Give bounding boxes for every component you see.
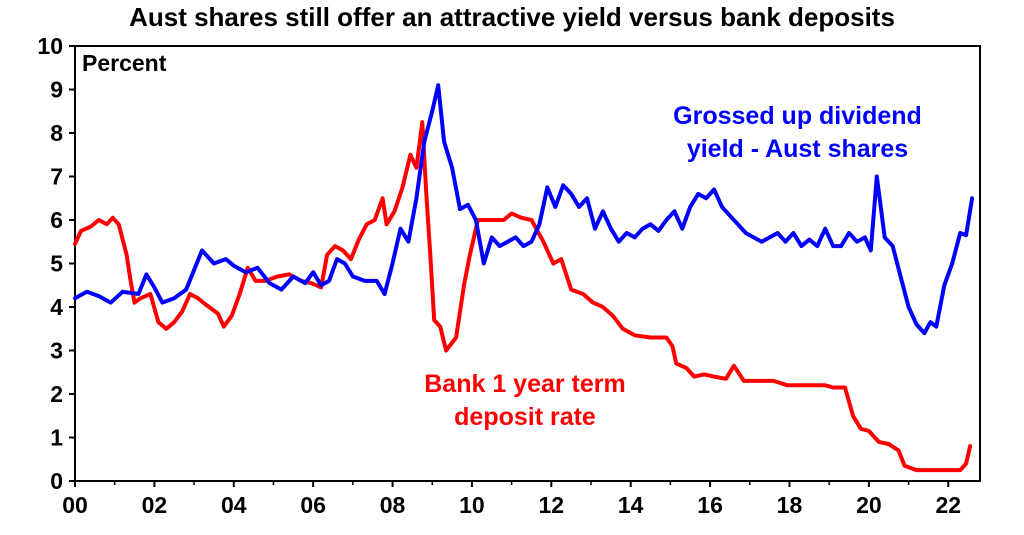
y-tick-label: 2 <box>50 381 63 407</box>
x-tick-label: 16 <box>697 492 723 518</box>
y-tick-label: 5 <box>50 251 63 277</box>
series-label-dividend-yield: Grossed up dividend yield - Aust shares <box>630 100 965 166</box>
x-tick-label: 14 <box>618 492 644 518</box>
x-tick-label: 22 <box>935 492 961 518</box>
y-tick-label: 3 <box>50 338 63 364</box>
series-layer <box>73 83 975 473</box>
series-label-dividend-line-2: yield - Aust shares <box>686 135 909 163</box>
x-tick-label: 12 <box>539 492 565 518</box>
series-line-dividend-yield <box>73 83 975 336</box>
x-tick-label: 06 <box>300 492 326 518</box>
y-tick-label: 6 <box>50 207 63 233</box>
series-label-deposit-rate: Bank 1 year term deposit rate <box>360 368 690 434</box>
series-line-deposit-rate <box>73 120 973 473</box>
x-tick-label: 00 <box>62 492 88 518</box>
series-label-dividend-line-1: Grossed up dividend <box>673 102 922 130</box>
y-tick-label: 4 <box>50 294 63 320</box>
y-tick-label: 9 <box>50 77 63 103</box>
y-tick-label: 0 <box>50 468 63 494</box>
y-tick-label: 1 <box>50 425 63 451</box>
x-tick-label: 20 <box>856 492 882 518</box>
y-axis-label: Percent <box>82 50 167 76</box>
x-tick-label: 04 <box>221 492 247 518</box>
x-tick-label: 10 <box>459 492 485 518</box>
x-tick-label: 18 <box>777 492 803 518</box>
y-tick-label: 7 <box>50 164 63 190</box>
y-tick-label: 8 <box>50 120 63 146</box>
chart-title: Aust shares still offer an attractive yi… <box>129 2 895 32</box>
series-label-deposit-line-1: Bank 1 year term <box>424 370 626 398</box>
series-label-deposit-line-2: deposit rate <box>454 403 596 431</box>
y-tick-label: 10 <box>37 33 63 59</box>
x-tick-label: 02 <box>142 492 168 518</box>
x-tick-label: 08 <box>380 492 406 518</box>
